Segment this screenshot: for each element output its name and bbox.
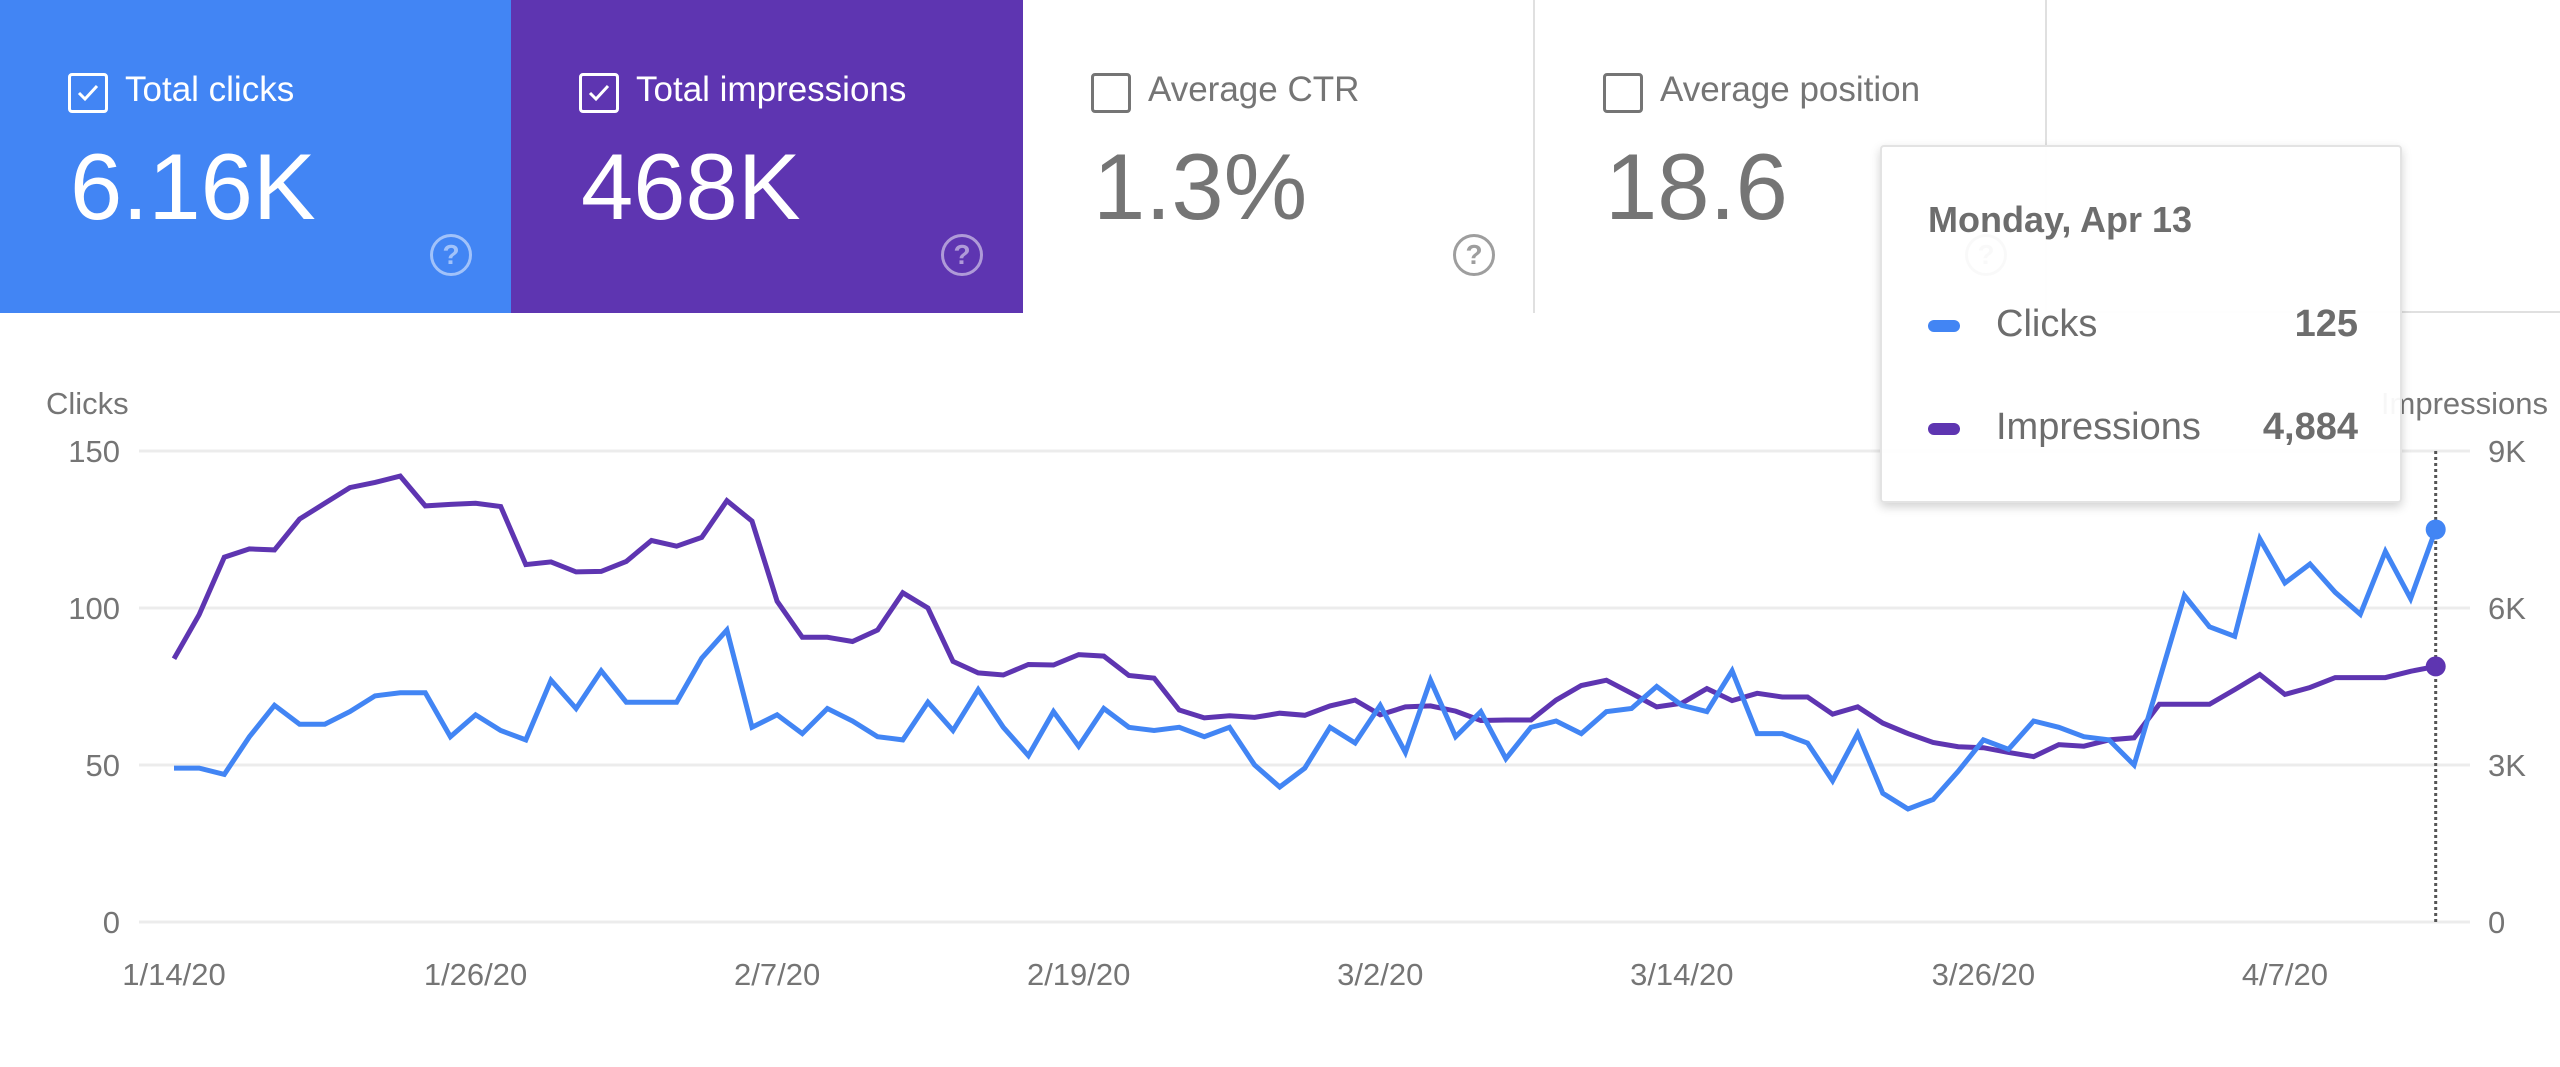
x-tick-label: 3/2/20 — [1337, 957, 1423, 992]
chart-tooltip: Monday, Apr 13 Clicks 125 Impressions 4,… — [1880, 145, 2402, 503]
clicks-legend-swatch — [1928, 320, 1960, 332]
metric-value: 1.3% — [1093, 134, 1308, 239]
x-axis-ticks: 1/14/20 1/26/20 2/7/20 2/19/20 3/2/20 3/14/20… — [122, 957, 2328, 992]
right-axis-ticks: 0 3K 6K 9K — [2488, 434, 2526, 940]
tooltip-row-value: 125 — [2294, 303, 2358, 345]
tooltip-row-impressions: Impressions 4,884 — [1928, 402, 2358, 452]
tooltip-row-label: Impressions — [1996, 406, 2201, 448]
impressions-legend-swatch — [1928, 423, 1960, 435]
x-tick-label: 3/14/20 — [1630, 957, 1733, 992]
help-circle-icon[interactable]: ? — [941, 234, 983, 276]
check-icon — [77, 84, 99, 102]
highlight-point-clicks — [2425, 519, 2446, 540]
right-tick-label: 0 — [2488, 905, 2505, 940]
metric-label: Total impressions — [636, 70, 907, 109]
x-tick-label: 2/7/20 — [734, 957, 820, 992]
left-axis-label: Clicks — [46, 386, 129, 421]
metric-label: Total clicks — [125, 70, 295, 109]
tooltip-date: Monday, Apr 13 — [1928, 199, 2193, 240]
left-tick-label: 50 — [86, 748, 120, 783]
x-tick-label: 2/19/20 — [1027, 957, 1130, 992]
metric-card-total-impressions[interactable]: Total impressions 468K ? — [511, 0, 1023, 313]
metric-card-total-clicks[interactable]: Total clicks 6.16K ? — [0, 0, 511, 313]
checkbox-unchecked[interactable] — [1091, 73, 1131, 113]
metric-card-average-ctr[interactable]: Average CTR 1.3% ? — [1023, 0, 1535, 313]
help-circle-icon[interactable]: ? — [430, 234, 472, 276]
metric-label: Average CTR — [1148, 70, 1360, 109]
checkbox-checked[interactable] — [68, 73, 108, 113]
help-circle-icon[interactable]: ? — [1453, 234, 1495, 276]
left-axis-ticks: 0 50 100 150 — [68, 434, 120, 940]
x-tick-label: 3/26/20 — [1932, 957, 2035, 992]
metric-cards: Total clicks 6.16K ? Total impressions 4… — [0, 0, 2560, 313]
checkbox-checked[interactable] — [579, 73, 619, 113]
x-tick-label: 1/26/20 — [424, 957, 527, 992]
metric-value: 6.16K — [70, 134, 316, 239]
metric-value: 18.6 — [1605, 134, 1788, 239]
right-tick-label: 6K — [2488, 591, 2526, 626]
highlight-point-impressions — [2425, 656, 2446, 677]
series-lines — [171, 473, 2446, 812]
metric-value: 468K — [581, 134, 801, 239]
series-line-impressions — [171, 473, 2437, 760]
tooltip-row-clicks: Clicks 125 — [1928, 299, 2358, 349]
gridlines — [139, 449, 2470, 924]
x-tick-label: 4/7/20 — [2242, 957, 2328, 992]
x-tick-label: 1/14/20 — [122, 957, 225, 992]
right-axis-label: Impressions — [2381, 386, 2548, 421]
check-icon — [588, 84, 610, 102]
metric-label: Average position — [1660, 70, 1921, 109]
right-tick-label: 9K — [2488, 434, 2526, 469]
tooltip-row-label: Clicks — [1996, 303, 2098, 345]
series-line-clicks — [174, 528, 2439, 812]
left-tick-label: 150 — [68, 434, 120, 469]
left-tick-label: 0 — [103, 905, 120, 940]
tooltip-row-value: 4,884 — [2262, 406, 2358, 448]
right-tick-label: 3K — [2488, 748, 2526, 783]
checkbox-unchecked[interactable] — [1603, 73, 1643, 113]
left-tick-label: 100 — [68, 591, 120, 626]
